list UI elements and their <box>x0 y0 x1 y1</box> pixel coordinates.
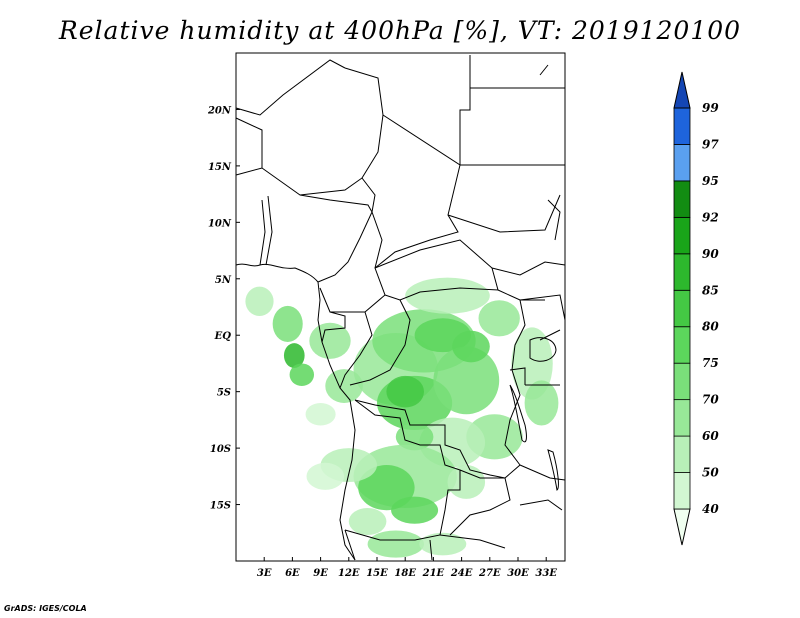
colorbar-level-label: 97 <box>702 137 719 151</box>
colorbar-segment <box>673 253 691 291</box>
x-tick-label: 12E <box>338 568 360 579</box>
border-zambia <box>449 469 511 536</box>
lake-malawi <box>547 449 559 491</box>
longitude-axis: 3E 6E 9E 12E 15E 18E 21E 24E 27E 30E 33E <box>257 557 557 579</box>
x-tick-label: 30E <box>507 568 529 579</box>
coastline-atlantic <box>317 281 356 561</box>
humidity-patch <box>358 465 415 511</box>
x-tick-label: 3E <box>257 568 272 579</box>
grads-credit: GrADS: IGES/COLA <box>4 604 87 613</box>
humidity-patch <box>283 343 305 368</box>
border-niger <box>235 167 376 213</box>
colorbar-segment <box>673 435 691 473</box>
border-benin <box>259 199 266 266</box>
x-tick-label: 9E <box>313 568 328 579</box>
humidity-patch <box>289 363 315 387</box>
humidity-patch <box>478 300 520 337</box>
colorbar-level-label: 50 <box>702 466 719 480</box>
colorbar-segment <box>673 362 691 401</box>
lake-tanganyika <box>509 384 527 443</box>
humidity-patch <box>367 530 424 558</box>
border-cameroon <box>319 211 386 313</box>
humidity-patch <box>325 369 363 403</box>
colorbar-level-label: 80 <box>702 320 719 334</box>
border-tanzania <box>519 384 566 481</box>
border-south-sudan <box>491 261 566 301</box>
colorbar-segment <box>673 399 691 437</box>
humidity-patch <box>452 330 490 363</box>
border-sudan <box>447 164 565 233</box>
country-borders <box>235 55 566 561</box>
colorbar-level-label: 75 <box>702 356 719 370</box>
x-tick-label: 33E <box>535 568 557 579</box>
x-tick-label: 15E <box>366 568 388 579</box>
humidity-patch <box>419 532 467 556</box>
colorbar-segment <box>673 289 691 328</box>
humidity-patch <box>306 462 345 490</box>
colorbar-level-label: 90 <box>702 247 719 261</box>
border-libya <box>344 67 384 179</box>
colorbar-level-label: 40 <box>702 502 719 516</box>
humidity-patch <box>348 507 387 536</box>
border-algeria <box>235 59 346 168</box>
y-tick-label: 20N <box>207 105 232 116</box>
x-tick-label: 21E <box>422 568 445 579</box>
colorbar-level-label: 60 <box>702 429 719 443</box>
border-rwanda <box>509 367 526 385</box>
lake-victoria <box>529 337 557 362</box>
red-sea-coast <box>539 64 561 241</box>
colorbar-level-label: 99 <box>702 101 719 115</box>
y-tick-label: 5S <box>217 388 231 399</box>
x-tick-label: 18E <box>394 568 416 579</box>
x-tick-label: 27E <box>478 568 501 579</box>
map-title: Relative humidity at 400hPa [%], VT: 201… <box>58 16 742 45</box>
humidity-patch <box>305 402 336 426</box>
colorbar-level-label: 92 <box>702 210 719 224</box>
humidity-patch <box>447 465 486 499</box>
colorbar-upper-extension <box>673 71 691 109</box>
border-nigeria <box>265 194 373 283</box>
map-frame <box>235 52 566 562</box>
colorbar-segment <box>673 216 691 255</box>
humidity-patch <box>433 346 500 415</box>
y-tick-label: 10S <box>210 444 231 455</box>
border-drc <box>354 299 526 479</box>
x-tick-label: 24E <box>450 568 473 579</box>
y-tick-label: 15S <box>210 501 231 512</box>
colorbar-segment <box>673 107 691 145</box>
border-namibia <box>344 529 506 561</box>
colorbar-segment <box>673 326 691 364</box>
border-congo <box>339 299 411 389</box>
y-tick-label: 5N <box>215 275 232 286</box>
humidity-patch <box>272 305 303 342</box>
humidity-patch <box>395 423 434 451</box>
colorbar-legend: 40 50 60 70 75 80 85 90 92 95 97 99 <box>673 71 719 546</box>
colorbar-level-label: 85 <box>702 283 719 297</box>
humidity-patch <box>405 277 490 314</box>
border-mozambique <box>519 499 563 511</box>
latitude-axis: 20N 15N 10N 5N EQ 5S 10S 15S <box>207 105 240 512</box>
border-gabon <box>321 311 346 343</box>
border-egypt <box>459 55 565 165</box>
humidity-patch <box>524 380 559 426</box>
colorbar-segment <box>673 180 691 218</box>
y-tick-label: EQ <box>214 331 232 342</box>
border-chad <box>374 114 461 269</box>
colorbar-level-label: 95 <box>702 174 719 188</box>
humidity-patch <box>386 375 425 408</box>
y-tick-label: 15N <box>208 162 232 173</box>
y-tick-label: 10N <box>208 218 232 229</box>
humidity-patch <box>391 496 439 524</box>
coastline-west-africa <box>235 263 319 283</box>
x-tick-label: 6E <box>285 568 300 579</box>
colorbar-segment <box>673 144 691 182</box>
colorbar-segment <box>673 472 691 510</box>
colorbar-level-label: 70 <box>702 393 719 407</box>
humidity-patch <box>245 286 274 317</box>
colorbar-lower-extension <box>673 508 691 546</box>
